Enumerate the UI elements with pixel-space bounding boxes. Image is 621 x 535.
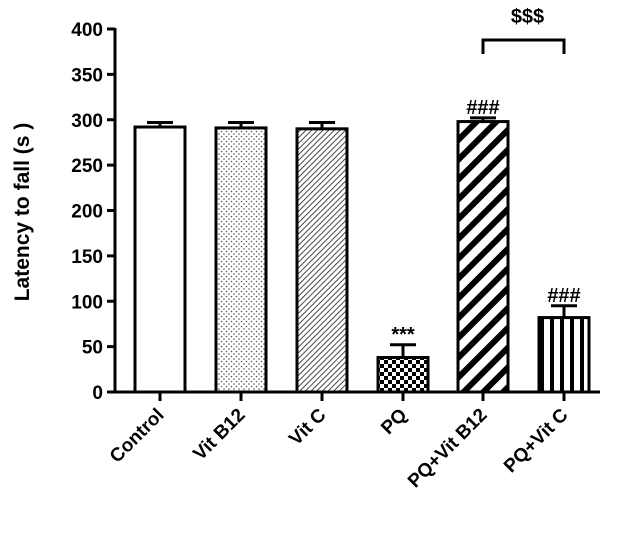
- x-tick-label: Control: [106, 405, 169, 468]
- x-tick-label: PQ+Vit B12: [404, 405, 491, 492]
- bar-vit-c: [295, 127, 349, 394]
- y-tick-label: 300: [71, 111, 103, 132]
- y-tick-label: 100: [71, 292, 103, 313]
- bar-pq-vit-b12: [456, 120, 510, 394]
- annotations: *** ### ### $$$: [391, 6, 580, 346]
- bar-pq-vit-c: [537, 316, 591, 394]
- x-tick-label: Vit C: [285, 404, 330, 449]
- y-axis-title: Latency to fall (s ): [11, 123, 34, 302]
- x-tick-label: PQ: [377, 405, 411, 439]
- bar-control: [133, 125, 187, 394]
- y-tick-label: 250: [71, 156, 103, 177]
- significance-label: ###: [466, 97, 499, 119]
- bar-pq: [376, 356, 430, 394]
- bars: [133, 116, 591, 394]
- y-tick-label: 200: [71, 202, 103, 223]
- x-tick-label: Vit B12: [189, 405, 249, 465]
- x-tick-label: PQ+Vit C: [500, 404, 573, 477]
- bar-vit-b12: [214, 126, 268, 394]
- significance-label: ***: [391, 324, 415, 346]
- significance-label: ###: [547, 285, 580, 307]
- comparison-bracket: [481, 38, 566, 54]
- y-tick-label: 50: [82, 338, 103, 359]
- y-tick-label: 400: [71, 20, 103, 41]
- bracket-label: $$$: [511, 6, 544, 28]
- y-tick-label: 0: [92, 383, 103, 404]
- y-tick-label: 350: [71, 65, 103, 86]
- y-axis: 0 50 100 150 200 250 300 350 400: [71, 20, 117, 404]
- y-tick-label: 150: [71, 247, 103, 268]
